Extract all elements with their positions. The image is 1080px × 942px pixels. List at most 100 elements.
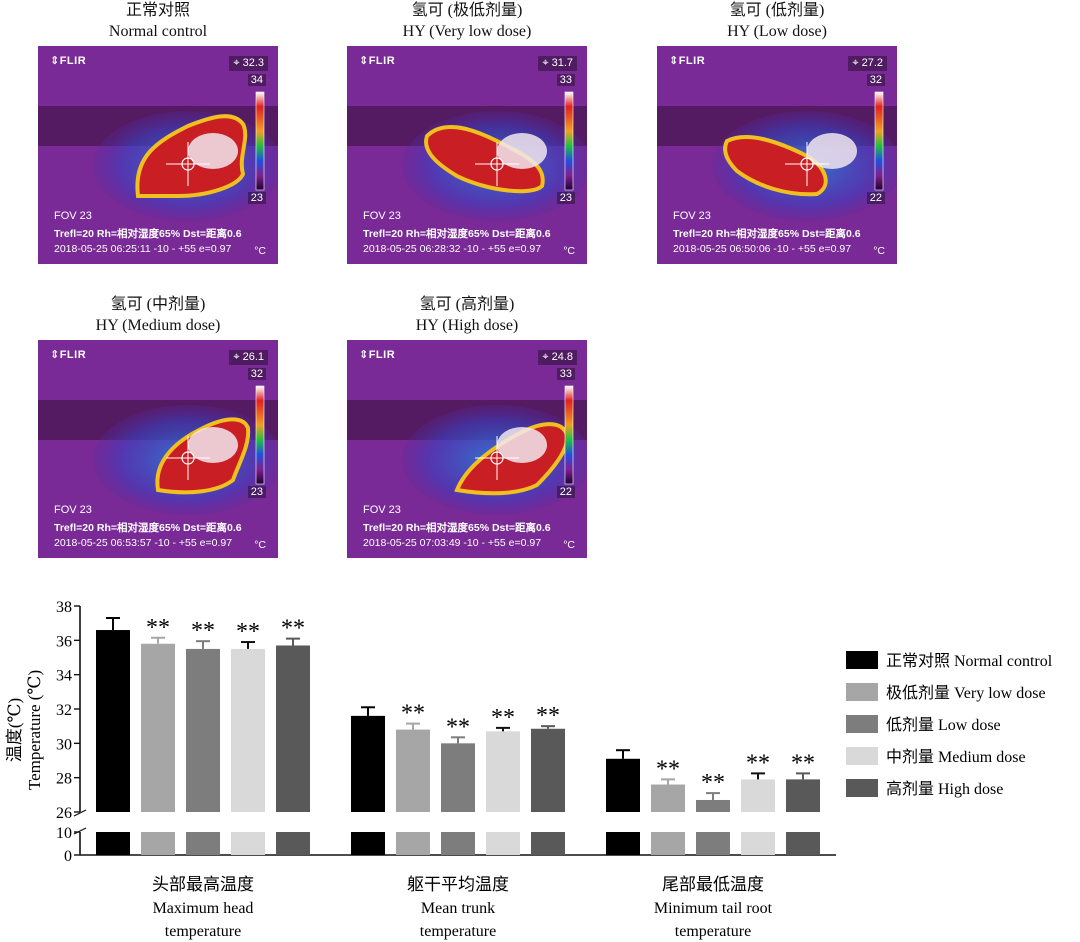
panel-caption: 正常对照 Normal control <box>38 0 278 42</box>
timestamp: 2018-05-25 07:03:49 -10 - +55 e=0.97 <box>363 537 542 549</box>
scale-min: 23 <box>247 486 266 498</box>
timestamp: 2018-05-25 06:25:11 -10 - +55 e=0.97 <box>54 243 232 255</box>
bar-lower <box>741 832 775 855</box>
category-label-en: Minimum tail root <box>654 900 773 917</box>
thermal-image: ⇕FLIR ⌖ 26.1 32 23 FOV 23 Trefl=20 Rh=相对湿度65%… <box>38 340 278 558</box>
fov-label: FOV 23 <box>673 210 711 222</box>
y-tick-label: 38 <box>56 599 72 616</box>
bar-lower <box>606 832 640 855</box>
scale-min: 23 <box>247 192 266 204</box>
thermal-panel-high: 氢可 (高剂量) HY (High dose) ⇕F <box>347 294 587 558</box>
panel-title-en: Normal control <box>108 23 208 40</box>
bar-upper <box>606 758 640 812</box>
legend-swatch <box>846 651 878 669</box>
fov-label: FOV 23 <box>54 504 92 516</box>
y-tick-label: 30 <box>56 736 72 753</box>
bar-upper <box>96 630 130 812</box>
legend-label: 极低剂量 Very low dose <box>886 684 1046 702</box>
bar-upper <box>276 645 310 812</box>
category-label-en: Mean trunk <box>421 900 495 917</box>
panel-title-cn: 氢可 (中剂量) <box>110 296 206 313</box>
axis-break-mark <box>73 827 87 835</box>
panel-title-en: HY (Very low dose) <box>402 23 532 40</box>
unit-label: °C <box>563 539 575 551</box>
bar-upper <box>651 784 685 812</box>
scale-max: 32 <box>247 368 266 380</box>
bar-upper <box>441 743 475 812</box>
y-tick-label: 32 <box>56 702 72 719</box>
significance-marker: ** <box>146 615 170 641</box>
bar-lower <box>231 832 265 855</box>
thermal-image: ⇕FLIR ⌖ 32.3 34 23 FOV 23 Trefl=20 Rh=相对湿度65%… <box>38 46 278 264</box>
spot-temperature: ⌖ 31.7 <box>538 56 577 71</box>
thermal-panel-very-low: 氢可 (极低剂量) HY (Very low dose) <box>347 0 587 264</box>
thermal-image: ⇕FLIR ⌖ 31.7 33 23 FOV 23 Trefl=20 Rh=相对湿度65%… <box>347 46 587 264</box>
flir-logo: ⇕FLIR <box>359 349 396 361</box>
category-label-cn: 尾部最低温度 <box>662 875 764 894</box>
panel-title-cn: 氢可 (极低剂量) <box>411 2 523 19</box>
bar-upper <box>396 729 430 812</box>
thermal-panel-normal: 正常对照 Normal control ⇕FLIR ⌖ <box>38 0 278 264</box>
bar-upper <box>351 715 385 812</box>
y-tick-label: 36 <box>56 633 72 650</box>
params-label: Trefl=20 Rh=相对湿度65% Dst=距离0.6 <box>673 228 861 240</box>
scale-min: 22 <box>866 192 885 204</box>
bar-upper <box>741 779 775 812</box>
legend-swatch <box>846 779 878 797</box>
bar-lower <box>696 832 730 855</box>
significance-marker: ** <box>536 703 560 729</box>
bar-lower <box>651 832 685 855</box>
unit-label: °C <box>254 245 266 257</box>
flir-logo: ⇕FLIR <box>669 55 706 67</box>
y-tick-label: 26 <box>56 805 72 822</box>
bar-lower <box>486 832 520 855</box>
legend-swatch <box>846 715 878 733</box>
timestamp: 2018-05-25 06:53:57 -10 - +55 e=0.97 <box>54 537 233 549</box>
significance-marker: ** <box>701 770 725 796</box>
unit-label: °C <box>563 245 575 257</box>
spot-temperature: ⌖ 32.3 <box>229 56 268 71</box>
bar-upper <box>531 728 565 812</box>
params-label: Trefl=20 Rh=相对湿度65% Dst=距离0.6 <box>363 522 551 534</box>
panel-title-cn: 氢可 (高剂量) <box>419 296 515 313</box>
category-label-cn: 躯干平均温度 <box>407 875 509 894</box>
significance-marker: ** <box>191 618 215 644</box>
panel-caption: 氢可 (极低剂量) HY (Very low dose) <box>347 0 587 42</box>
spot-temperature: ⌖ 26.1 <box>229 350 268 365</box>
bar-lower <box>141 832 175 855</box>
flir-logo: ⇕FLIR <box>50 55 87 67</box>
spot-temperature: ⌖ 24.8 <box>538 350 577 365</box>
panel-caption: 氢可 (中剂量) HY (Medium dose) <box>38 294 278 336</box>
legend-swatch <box>846 683 878 701</box>
category-label-cn: 头部最高温度 <box>152 875 254 894</box>
significance-marker: ** <box>281 616 305 642</box>
fov-label: FOV 23 <box>363 210 401 222</box>
significance-marker: ** <box>401 701 425 727</box>
bar-lower <box>186 832 220 855</box>
bar-upper <box>186 648 220 812</box>
thermal-panel-medium: 氢可 (中剂量) HY (Medium dose) <box>38 294 278 558</box>
significance-marker: ** <box>746 750 770 776</box>
category-label-en: temperature <box>675 923 751 940</box>
scale-max: 32 <box>866 74 885 86</box>
params-label: Trefl=20 Rh=相对湿度65% Dst=距离0.6 <box>363 228 551 240</box>
thermal-panel-low: 氢可 (低剂量) HY (Low dose) ⇕FL <box>657 0 897 264</box>
fov-label: FOV 23 <box>54 210 92 222</box>
flir-logo: ⇕FLIR <box>359 55 396 67</box>
thermal-image: ⇕FLIR ⌖ 27.2 32 22 FOV 23 Trefl=20 Rh=相对湿度65%… <box>657 46 897 264</box>
bar-lower <box>441 832 475 855</box>
scale-max: 34 <box>247 74 266 86</box>
scale-max: 33 <box>556 368 575 380</box>
panel-title-en: HY (Low dose) <box>727 23 827 40</box>
thermal-picture <box>347 46 587 264</box>
params-label: Trefl=20 Rh=相对湿度65% Dst=距离0.6 <box>54 522 242 534</box>
params-label: Trefl=20 Rh=相对湿度65% Dst=距离0.6 <box>54 228 242 240</box>
y-tick-label: 0 <box>64 848 72 865</box>
y-tick-label: 34 <box>56 668 72 685</box>
temperature-bar-chart: 26 28 30 32 34 36 38 0 10 温度(℃) Temperature (℃) ** *… <box>5 599 1053 940</box>
thermal-picture <box>347 340 587 558</box>
flir-logo: ⇕FLIR <box>50 349 87 361</box>
bar-lower <box>396 832 430 855</box>
y-axis-label-en: Temperature (℃) <box>25 670 44 790</box>
bar-lower <box>531 832 565 855</box>
